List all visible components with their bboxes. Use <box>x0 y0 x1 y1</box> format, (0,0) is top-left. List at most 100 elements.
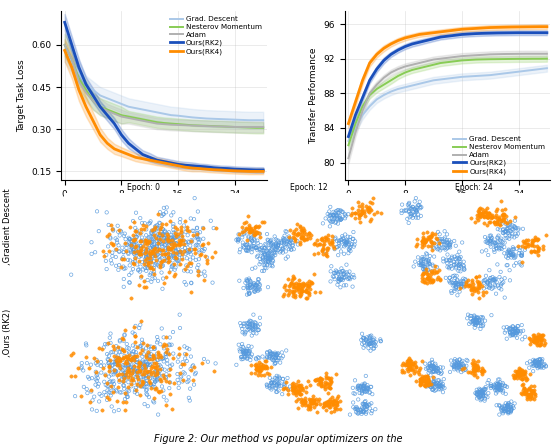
Point <box>359 400 368 408</box>
Adam <box>111 111 118 116</box>
Point <box>454 364 463 371</box>
Nesterov Momentum <box>231 124 238 130</box>
Point <box>484 251 493 258</box>
Point <box>105 334 114 341</box>
Point <box>430 239 439 246</box>
Point <box>355 218 364 226</box>
Point <box>366 342 375 349</box>
Point <box>240 320 249 327</box>
Point <box>529 331 538 338</box>
Point <box>425 382 434 389</box>
Point <box>331 210 340 217</box>
Point <box>440 234 449 241</box>
Point <box>316 376 325 383</box>
Point <box>171 229 180 236</box>
Point <box>263 364 272 371</box>
Point <box>169 226 178 234</box>
Point <box>419 237 428 244</box>
Point <box>308 396 317 403</box>
Point <box>291 225 300 232</box>
Point <box>174 239 183 246</box>
Point <box>143 251 152 258</box>
Point <box>251 281 260 289</box>
Point <box>136 242 145 250</box>
Point <box>534 359 543 366</box>
Nesterov Momentum <box>465 57 472 63</box>
Point <box>424 381 433 388</box>
Point <box>188 238 197 245</box>
Point <box>243 282 252 289</box>
Point <box>474 284 483 291</box>
Point <box>497 241 505 248</box>
Point <box>483 214 492 221</box>
Point <box>301 401 310 408</box>
Point <box>491 208 500 215</box>
Point <box>509 250 518 258</box>
Point <box>254 276 263 283</box>
Point <box>146 257 155 264</box>
Point <box>137 253 146 260</box>
Point <box>199 235 208 242</box>
Point <box>336 277 345 284</box>
Point <box>90 355 99 362</box>
Point <box>131 366 140 373</box>
Point <box>105 364 113 371</box>
Point <box>161 373 170 381</box>
Point <box>277 239 286 246</box>
Point <box>179 369 188 376</box>
Point <box>186 256 195 263</box>
Point <box>295 288 304 295</box>
Point <box>162 239 171 246</box>
Point <box>510 223 519 230</box>
Point <box>108 361 117 369</box>
Point <box>175 251 184 258</box>
Point <box>504 227 513 234</box>
Point <box>250 244 259 251</box>
Point <box>331 269 340 276</box>
Point <box>113 239 122 246</box>
Point <box>451 360 460 367</box>
Point <box>192 230 201 237</box>
Point <box>167 212 176 219</box>
Point <box>416 203 425 210</box>
Point <box>434 240 443 247</box>
Point <box>515 330 524 337</box>
Point <box>244 286 253 293</box>
Point <box>130 354 139 361</box>
Point <box>473 314 481 321</box>
Point <box>510 262 519 269</box>
Ours(RK2) <box>225 166 231 171</box>
Point <box>450 356 459 363</box>
Point <box>85 375 94 382</box>
Point <box>428 277 436 284</box>
Point <box>317 235 326 242</box>
Point <box>341 239 350 246</box>
Point <box>246 284 255 291</box>
Point <box>270 248 279 255</box>
Point <box>500 250 509 257</box>
Point <box>272 352 281 359</box>
Point <box>332 237 341 244</box>
Point <box>336 216 345 223</box>
Point <box>517 328 525 335</box>
Point <box>162 377 171 385</box>
Point <box>153 348 162 355</box>
Point <box>171 264 180 271</box>
Point <box>503 402 512 409</box>
Point <box>415 381 424 388</box>
Point <box>355 389 364 396</box>
Point <box>242 241 251 248</box>
Point <box>80 383 88 390</box>
Point <box>365 340 374 347</box>
Point <box>118 361 127 369</box>
Point <box>266 364 275 371</box>
Point <box>295 238 304 246</box>
Point <box>136 272 145 279</box>
Point <box>353 409 362 416</box>
Point <box>297 397 306 404</box>
Point <box>357 410 366 417</box>
Point <box>255 246 264 253</box>
Point <box>473 317 481 324</box>
Point <box>158 275 167 282</box>
Point <box>503 254 512 262</box>
